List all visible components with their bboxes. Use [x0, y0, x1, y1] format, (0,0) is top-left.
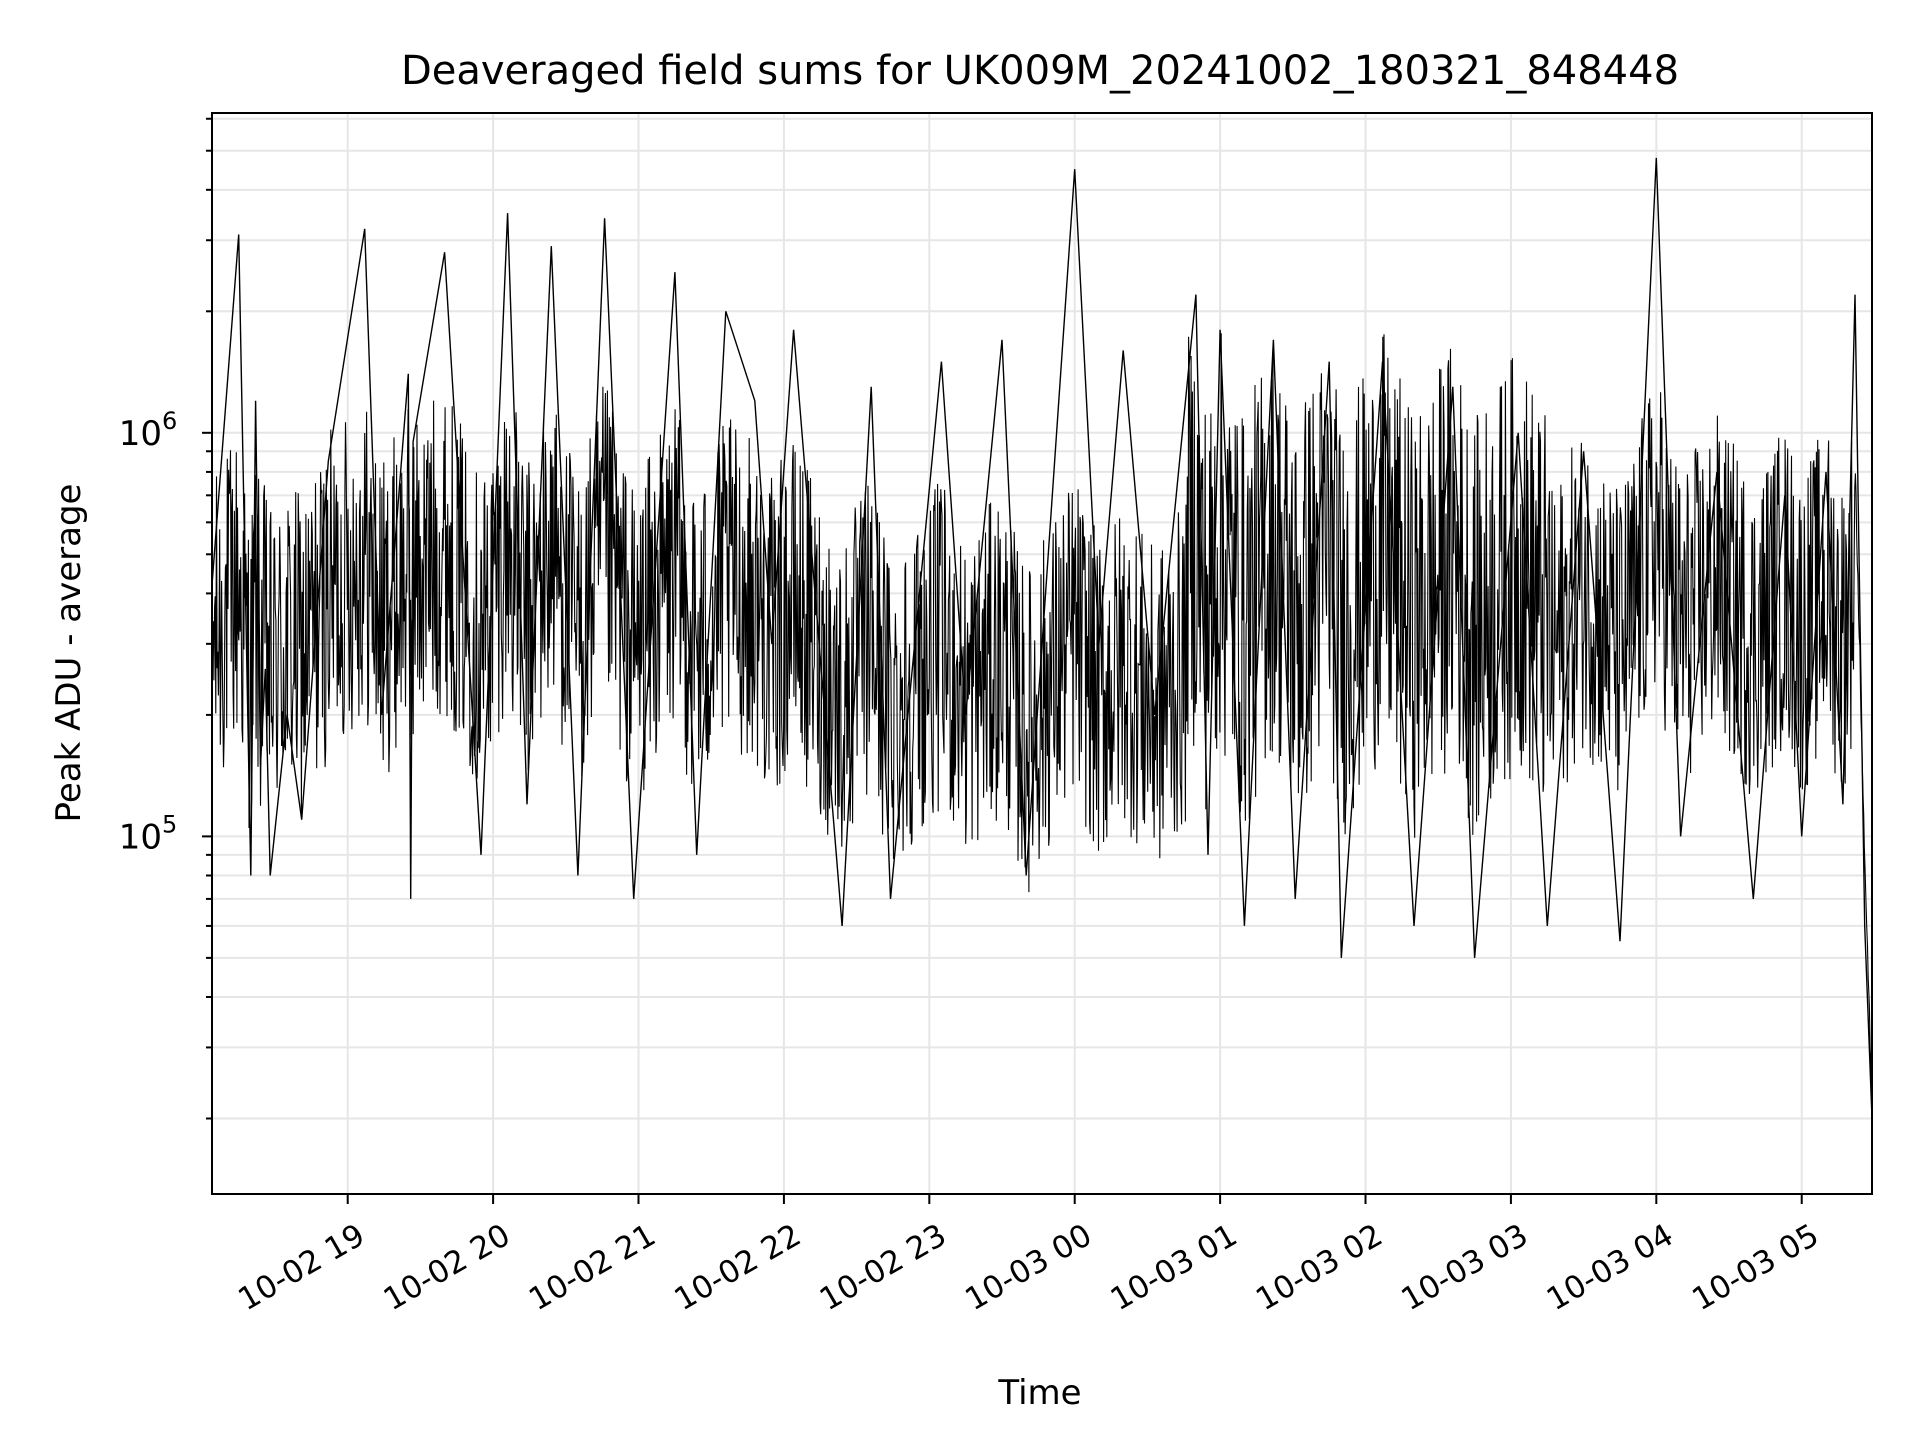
y-tick-label: 105	[119, 810, 178, 857]
series-line-detail	[211, 333, 1873, 1114]
y-tick-label: 106	[119, 407, 178, 454]
y-tick-label-base: 10	[119, 817, 162, 857]
axes-frame	[211, 112, 1873, 1195]
chart-title: Deaveraged field sums for UK009M_2024100…	[401, 48, 1679, 94]
x-axis-label: Time	[997, 1373, 1081, 1413]
y-tick-label-exponent: 6	[162, 407, 177, 435]
y-axis-label: Peak ADU - average	[49, 484, 89, 823]
y-tick-label-exponent: 5	[162, 810, 177, 838]
y-tick-label-base: 10	[119, 414, 162, 454]
plot-area	[211, 157, 1873, 1119]
